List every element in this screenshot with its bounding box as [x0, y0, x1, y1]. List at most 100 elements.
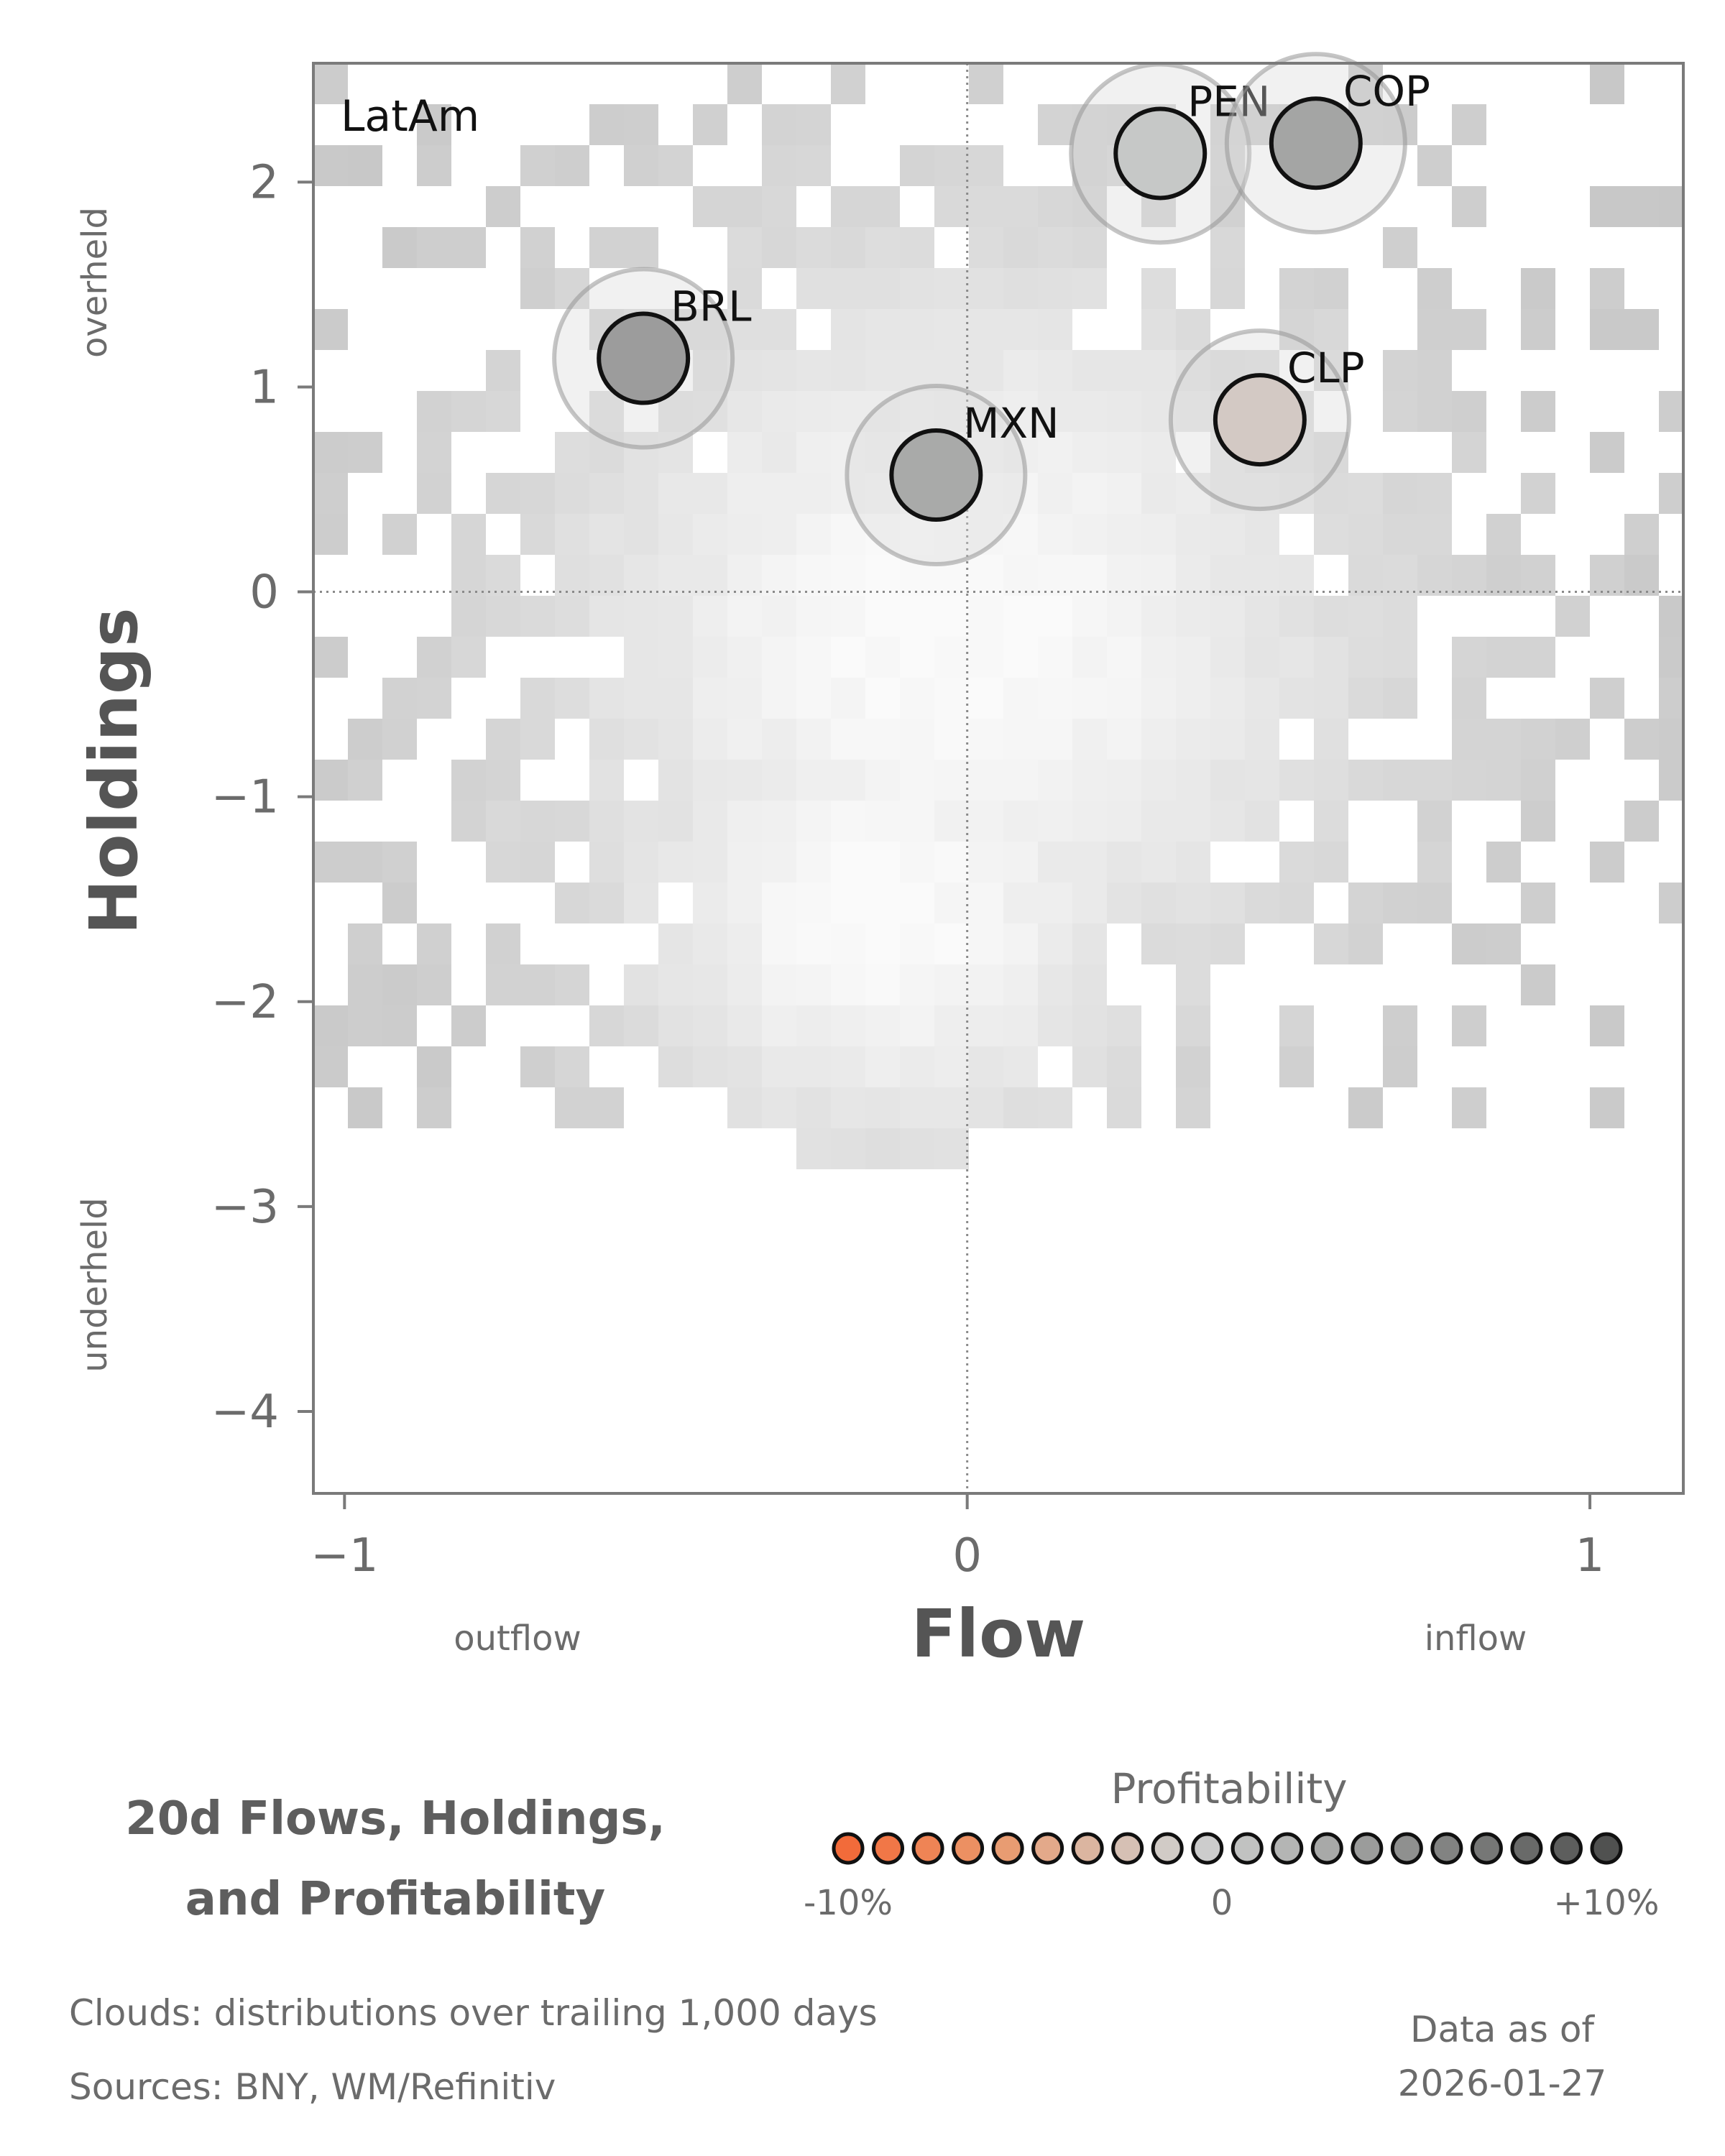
cloud-cell	[1314, 514, 1348, 555]
y-axis-ticks: 2 1 0 −1 −2 −3 −4	[211, 156, 313, 1439]
cloud-cell	[865, 268, 900, 309]
cloud-cell	[555, 1046, 589, 1087]
cloud-cell	[1521, 760, 1555, 801]
cloud-cell	[1383, 391, 1417, 432]
cloud-cell	[900, 801, 934, 842]
cloud-cell	[831, 63, 865, 104]
cloud-cell	[727, 473, 762, 514]
cloud-cell	[348, 719, 382, 760]
cloud-cell	[831, 596, 865, 637]
cloud-cell	[1107, 760, 1141, 801]
cloud-cell	[727, 923, 762, 964]
cloud-cell	[1072, 1005, 1107, 1046]
cloud-cell	[831, 391, 865, 432]
cloud-cell	[900, 760, 934, 801]
cloud-cell	[486, 391, 520, 432]
cloud-cell	[1003, 350, 1038, 391]
cloud-cell	[969, 760, 1003, 801]
cloud-cell	[1624, 801, 1659, 842]
cloud-cell	[796, 719, 831, 760]
cloud-cell	[1590, 1005, 1624, 1046]
cloud-cell	[831, 268, 865, 309]
cloud-cell	[727, 637, 762, 678]
y-tick-label: −3	[211, 1181, 279, 1234]
cloud-cell	[1072, 227, 1107, 268]
cloud-cell	[831, 555, 865, 596]
cloud-cell	[348, 1087, 382, 1128]
cloud-cell	[313, 145, 348, 186]
cloud-cell	[313, 514, 348, 555]
cloud-cell	[1659, 883, 1683, 923]
cloud-cell	[1003, 1046, 1038, 1087]
cloud-cell	[1590, 309, 1624, 350]
cloud-cell	[624, 514, 658, 555]
cloud-cell	[900, 964, 934, 1005]
cloud-cell	[969, 842, 1003, 883]
cloud-cell	[624, 678, 658, 719]
cloud-cell	[417, 104, 451, 145]
cloud-cell	[589, 678, 624, 719]
cloud-cell	[969, 719, 1003, 760]
cloud-cell	[831, 1046, 865, 1087]
cloud-cell	[1072, 964, 1107, 1005]
cloud-cell	[727, 596, 762, 637]
cloud-cell	[1348, 1087, 1383, 1128]
cloud-cell	[762, 473, 796, 514]
cloud-cell	[865, 1128, 900, 1169]
cloud-cell	[1590, 842, 1624, 883]
data-as-of-date: 2026-01-27	[1397, 2063, 1607, 2104]
cloud-cell	[1452, 555, 1486, 596]
profitability-swatch	[1550, 1832, 1583, 1865]
cloud-cell	[796, 760, 831, 801]
cloud-cell	[762, 514, 796, 555]
cloud-cell	[1314, 678, 1348, 719]
profitability-swatch	[1590, 1832, 1623, 1865]
cloud-cell	[348, 1005, 382, 1046]
cloud-cell	[1452, 309, 1486, 350]
cloud-cell	[934, 842, 969, 883]
cloud-cell	[727, 391, 762, 432]
cloud-cell	[1521, 964, 1555, 1005]
cloud-cell	[693, 637, 727, 678]
cloud-cell	[934, 1046, 969, 1087]
cloud-cell	[555, 801, 589, 842]
cloud-cell	[1072, 514, 1107, 555]
cloud-cell	[865, 923, 900, 964]
cloud-cell	[1038, 596, 1072, 637]
cloud-cell	[1141, 923, 1176, 964]
cloud-cell	[1590, 555, 1624, 596]
cloud-cell	[796, 268, 831, 309]
cloud-cell	[762, 842, 796, 883]
cloud-cell	[1141, 760, 1176, 801]
cloud-cell	[969, 801, 1003, 842]
cloud-cell	[1107, 883, 1141, 923]
cloud-cell	[520, 719, 555, 760]
cloud-cell	[486, 596, 520, 637]
cloud-cell	[831, 923, 865, 964]
cloud-cell	[969, 350, 1003, 391]
cloud-cell	[658, 1046, 693, 1087]
cloud-cell	[796, 391, 831, 432]
cloud-cell	[624, 473, 658, 514]
cloud-cell	[589, 555, 624, 596]
cloud-cell	[1107, 350, 1141, 391]
cloud-cell	[348, 964, 382, 1005]
cloud-cell	[1176, 596, 1210, 637]
cloud-cell	[520, 964, 555, 1005]
cloud-cell	[1486, 514, 1521, 555]
cloud-cell	[1210, 514, 1245, 555]
cloud-cell	[1003, 842, 1038, 883]
cloud-cell	[1038, 186, 1072, 227]
cloud-cell	[624, 227, 658, 268]
cloud-cell	[969, 883, 1003, 923]
cloud-cell	[1417, 309, 1452, 350]
cloud-cell	[831, 801, 865, 842]
cloud-cell	[486, 719, 520, 760]
cloud-cell	[727, 63, 762, 104]
point-label: CLP	[1287, 344, 1365, 392]
cloud-cell	[1417, 145, 1452, 186]
cloud-cell	[1279, 842, 1314, 883]
currency-bubbles: BRL MXN PEN COP CLP	[552, 52, 1430, 567]
profitability-swatch	[1310, 1832, 1343, 1865]
cloud-cell	[1590, 186, 1624, 227]
